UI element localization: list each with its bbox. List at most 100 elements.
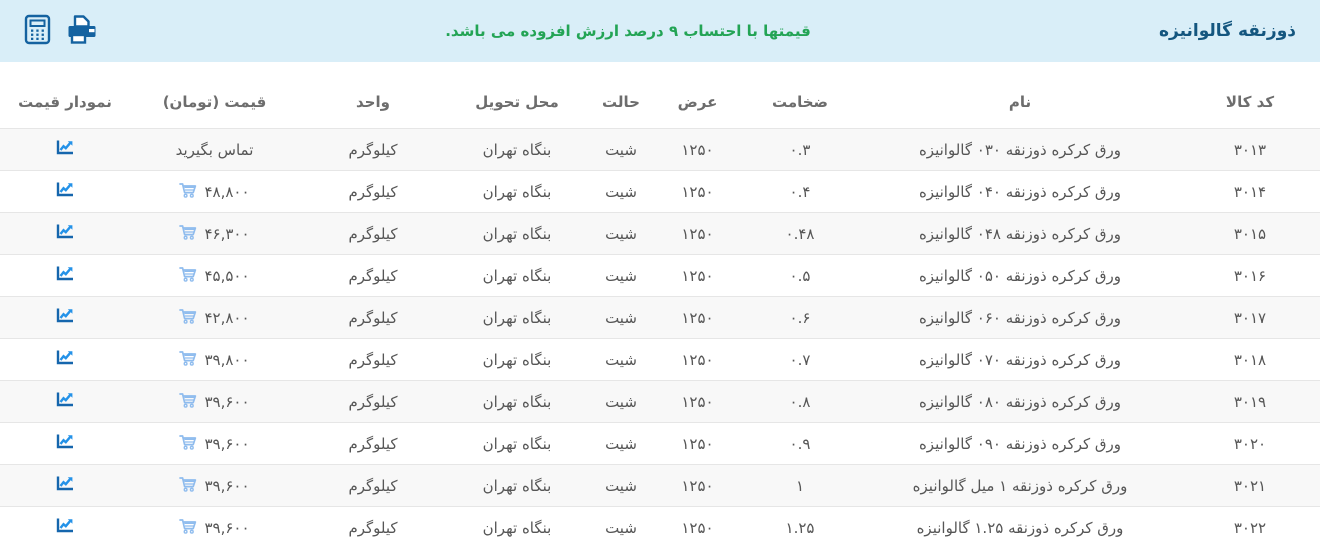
- shopping-cart-icon: [179, 434, 197, 454]
- price-chart-link[interactable]: [56, 139, 75, 159]
- price-chart-link[interactable]: [56, 265, 75, 285]
- add-to-cart-button[interactable]: [179, 182, 197, 202]
- cell-price: ۴۸,۸۰۰: [130, 171, 299, 213]
- cell-state: شیت: [605, 518, 637, 537]
- cell-unit: کیلوگرم: [348, 140, 398, 159]
- price-chart-link[interactable]: [56, 307, 75, 327]
- price-text: ۴۶,۳۰۰: [204, 224, 250, 243]
- cell-thickness: ۰.۴: [789, 182, 811, 201]
- price-text: تماس بگیرید: [175, 140, 254, 159]
- cell-code: ۳۰۱۳: [1233, 140, 1267, 159]
- price-text: ۳۹,۶۰۰: [204, 518, 250, 537]
- cell-name: ورق کرکره ذوزنقه ۱.۲۵ گالوانیزه: [916, 518, 1124, 537]
- cell-name: ورق کرکره ذوزنقه ۰۵۰ گالوانیزه: [918, 266, 1122, 285]
- header-unit: واحد: [356, 93, 390, 111]
- line-chart-icon: [56, 475, 75, 495]
- cell-price: ۳۹,۶۰۰: [130, 381, 299, 423]
- table-row: ۳۰۲۰ ورق کرکره ذوزنقه ۰۹۰ گالوانیزه ۰.۹ …: [0, 422, 1320, 465]
- cell-price: ۳۹,۸۰۰: [130, 339, 299, 381]
- shopping-cart-icon: [179, 182, 197, 202]
- header-thickness: ضخامت: [771, 93, 829, 111]
- price-chart-link[interactable]: [56, 517, 75, 537]
- cell-unit: کیلوگرم: [348, 224, 398, 243]
- add-to-cart-button[interactable]: [179, 434, 197, 454]
- header-name: نام: [1008, 93, 1032, 111]
- cell-delivery: بنگاه تهران: [482, 140, 552, 159]
- price-chart-link[interactable]: [56, 349, 75, 369]
- cell-code: ۳۰۱۹: [1233, 392, 1267, 411]
- cell-unit: کیلوگرم: [348, 392, 398, 411]
- price-chart-link[interactable]: [56, 475, 75, 495]
- add-to-cart-button[interactable]: [179, 224, 197, 244]
- cell-name: ورق کرکره ذوزنقه ۰۸۰ گالوانیزه: [918, 392, 1122, 411]
- price-text: ۴۸,۸۰۰: [204, 182, 250, 201]
- add-to-cart-button[interactable]: [179, 308, 197, 328]
- cell-delivery: بنگاه تهران: [482, 308, 552, 327]
- add-to-cart-button[interactable]: [179, 350, 197, 370]
- price-chart-link[interactable]: [56, 391, 75, 411]
- cell-delivery: بنگاه تهران: [482, 224, 552, 243]
- cell-chart: [0, 507, 130, 549]
- shopping-cart-icon: [179, 476, 197, 496]
- cell-width: ۱۲۵۰: [681, 308, 714, 327]
- cell-width: ۱۲۵۰: [681, 182, 714, 201]
- cell-unit: کیلوگرم: [348, 182, 398, 201]
- cell-unit: کیلوگرم: [348, 476, 398, 495]
- cell-price: تماس بگیرید: [130, 129, 299, 171]
- calculator-icon: [24, 14, 51, 48]
- add-to-cart-button[interactable]: [179, 476, 197, 496]
- print-button[interactable]: [67, 15, 97, 47]
- cell-code: ۳۰۱۸: [1233, 350, 1267, 369]
- cell-name: ورق کرکره ذوزنقه ۰۴۸ گالوانیزه: [918, 224, 1122, 243]
- cell-thickness: ۰.۵: [789, 266, 811, 285]
- add-to-cart-button[interactable]: [179, 266, 197, 286]
- shopping-cart-icon: [179, 392, 197, 412]
- table-row: ۳۰۱۶ ورق کرکره ذوزنقه ۰۵۰ گالوانیزه ۰.۵ …: [0, 254, 1320, 297]
- cell-name: ورق کرکره ذوزنقه ۰۹۰ گالوانیزه: [918, 434, 1122, 453]
- cell-thickness: ۰.۴۸: [785, 224, 815, 243]
- cell-width: ۱۲۵۰: [681, 266, 714, 285]
- cell-delivery: بنگاه تهران: [482, 182, 552, 201]
- cell-thickness: ۰.۷: [789, 350, 811, 369]
- price-text: ۳۹,۶۰۰: [204, 476, 250, 495]
- shopping-cart-icon: [179, 308, 197, 328]
- price-chart-link[interactable]: [56, 181, 75, 201]
- cell-delivery: بنگاه تهران: [482, 350, 552, 369]
- cell-price: ۳۹,۶۰۰: [130, 507, 299, 549]
- price-text: ۳۹,۶۰۰: [204, 434, 250, 453]
- calculator-button[interactable]: [24, 14, 51, 48]
- cell-name: ورق کرکره ذوزنقه ۰۴۰ گالوانیزه: [918, 182, 1122, 201]
- cell-price: ۳۹,۶۰۰: [130, 423, 299, 465]
- cell-unit: کیلوگرم: [348, 308, 398, 327]
- price-chart-link[interactable]: [56, 223, 75, 243]
- add-to-cart-button[interactable]: [179, 518, 197, 538]
- cell-thickness: ۰.۶: [789, 308, 811, 327]
- cell-width: ۱۲۵۰: [681, 224, 714, 243]
- header-code: کد کالا: [1225, 93, 1275, 111]
- shopping-cart-icon: [179, 266, 197, 286]
- topbar: ذوزنقه گالوانیزه قیمتها با احتساب ۹ درصد…: [0, 0, 1320, 62]
- cell-state: شیت: [605, 140, 637, 159]
- cell-name: ورق کرکره ذوزنقه ۰۶۰ گالوانیزه: [918, 308, 1122, 327]
- cell-unit: کیلوگرم: [348, 434, 398, 453]
- cell-state: شیت: [605, 476, 637, 495]
- table-row: ۳۰۱۵ ورق کرکره ذوزنقه ۰۴۸ گالوانیزه ۰.۴۸…: [0, 212, 1320, 255]
- cell-state: شیت: [605, 350, 637, 369]
- cell-delivery: بنگاه تهران: [482, 476, 552, 495]
- cell-thickness: ۱.۲۵: [785, 518, 815, 537]
- price-chart-link[interactable]: [56, 433, 75, 453]
- line-chart-icon: [56, 349, 75, 369]
- cell-price: ۴۶,۳۰۰: [130, 213, 299, 255]
- cell-state: شیت: [605, 224, 637, 243]
- price-text: ۴۵,۵۰۰: [204, 266, 250, 285]
- cell-state: شیت: [605, 182, 637, 201]
- line-chart-icon: [56, 223, 75, 243]
- cell-chart: [0, 129, 130, 171]
- add-to-cart-button[interactable]: [179, 392, 197, 412]
- cell-unit: کیلوگرم: [348, 266, 398, 285]
- cell-name: ورق کرکره ذوزنقه ۰۷۰ گالوانیزه: [918, 350, 1122, 369]
- shopping-cart-icon: [179, 350, 197, 370]
- cell-code: ۳۰۱۵: [1233, 224, 1267, 243]
- header-state: حالت: [602, 93, 640, 111]
- printer-icon: [67, 15, 97, 47]
